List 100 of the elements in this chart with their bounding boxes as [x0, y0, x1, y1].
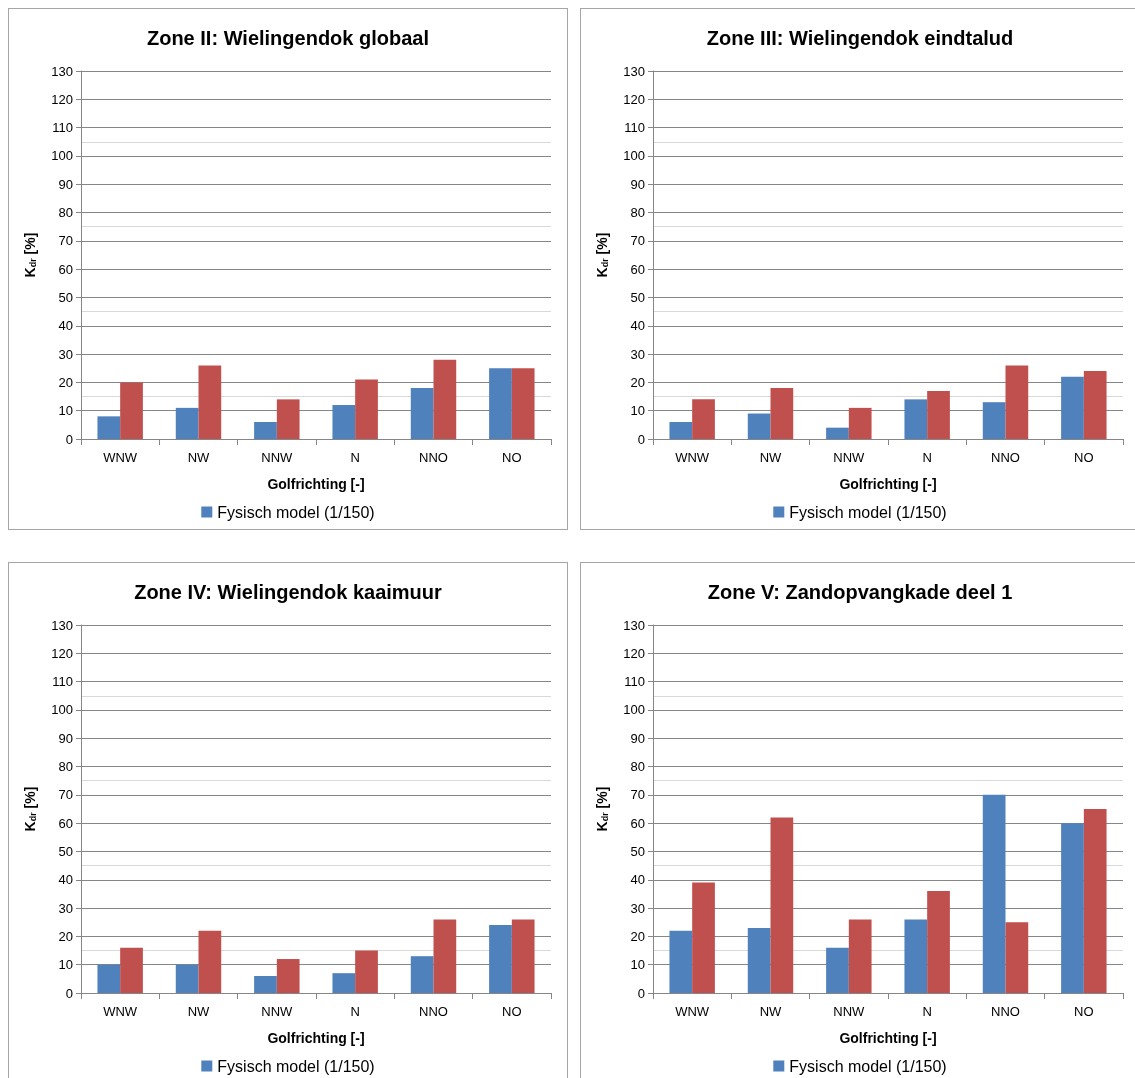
y-tick-label: 60 — [58, 815, 73, 831]
y-tick-label: 10 — [630, 957, 645, 973]
bar — [511, 919, 535, 993]
bar — [97, 964, 121, 993]
y-tick-label: 10 — [58, 403, 73, 419]
x-tick-label: NW — [187, 1004, 211, 1019]
bar — [848, 919, 872, 993]
y-tick-label: 30 — [630, 346, 645, 362]
bar — [355, 950, 378, 993]
x-tick-label: NNO — [991, 1004, 1020, 1019]
bar — [770, 388, 794, 439]
chart-title: Zone II: Wielingendok globaal — [146, 27, 430, 49]
bar — [276, 959, 300, 993]
y-tick-label: 90 — [58, 730, 73, 746]
y-tick-label: 110 — [52, 120, 73, 136]
y-tick-label: 60 — [630, 815, 645, 831]
y-tick-label: 90 — [58, 176, 73, 192]
x-axis-title: Golfrichting [-] — [839, 476, 937, 492]
y-tick-label: 120 — [623, 645, 645, 661]
bar — [332, 973, 356, 993]
bar — [826, 947, 849, 993]
y-tick-label: 110 — [624, 674, 645, 690]
y-tick-label: 50 — [630, 843, 645, 859]
bar — [433, 359, 457, 439]
bar — [669, 930, 693, 993]
bar — [747, 413, 771, 439]
chart-title: Zone IV: Wielingendok kaaimuur — [134, 581, 443, 603]
bar — [433, 919, 457, 993]
legend-label: Fysisch model (1/150) — [217, 503, 375, 521]
y-tick-label: 100 — [51, 148, 73, 164]
bar — [332, 405, 356, 439]
bar — [1083, 371, 1107, 439]
x-tick-label: NNW — [833, 450, 866, 465]
y-tick-label: 130 — [51, 617, 73, 633]
y-tick-label: 40 — [58, 318, 73, 334]
y-tick-label: 90 — [630, 730, 645, 746]
bar — [175, 964, 199, 993]
y-tick-label: 40 — [58, 872, 73, 888]
bar — [410, 956, 434, 993]
bar — [254, 976, 277, 993]
bar — [904, 399, 928, 439]
y-tick-label: 30 — [58, 900, 73, 916]
y-tick-label: 20 — [58, 374, 73, 390]
bar — [1005, 922, 1029, 993]
x-tick-label: NNO — [419, 1004, 448, 1019]
y-tick-label: 50 — [630, 289, 645, 305]
bar — [770, 817, 794, 993]
y-tick-label: 80 — [630, 205, 645, 221]
y-tick-label: 60 — [58, 261, 73, 277]
y-tick-label: 20 — [58, 928, 73, 944]
y-tick-label: 100 — [623, 702, 645, 718]
y-tick-label: 70 — [630, 787, 645, 803]
bar — [692, 882, 715, 993]
x-tick-label: NW — [187, 450, 211, 465]
y-tick-label: 60 — [630, 261, 645, 277]
y-tick-label: 100 — [623, 148, 645, 164]
y-tick-label: 90 — [630, 176, 645, 192]
y-tick-label: 110 — [624, 120, 645, 136]
y-tick-label: 30 — [58, 346, 73, 362]
bar — [489, 925, 512, 993]
x-tick-label: NNW — [261, 1004, 294, 1019]
bar — [1061, 823, 1084, 993]
x-tick-label: WNW — [103, 1004, 138, 1019]
bar — [489, 368, 512, 439]
y-tick-label: 120 — [51, 91, 73, 107]
x-tick-label: NW — [759, 1004, 783, 1019]
x-tick-label: NO — [1074, 450, 1094, 465]
legend-label: Fysisch model (1/150) — [789, 503, 947, 521]
y-tick-label: 100 — [51, 702, 73, 718]
bar — [927, 891, 950, 993]
bar — [254, 422, 277, 439]
y-tick-label: 20 — [630, 374, 645, 390]
x-tick-label: NNO — [991, 450, 1020, 465]
x-axis-title: Golfrichting [-] — [839, 1030, 937, 1046]
y-tick-label: 80 — [58, 205, 73, 221]
bar — [198, 365, 222, 439]
y-tick-label: 40 — [630, 318, 645, 334]
bar — [276, 399, 300, 439]
bar — [120, 382, 143, 439]
y-tick-label: 70 — [630, 233, 645, 249]
y-tick-label: 70 — [58, 787, 73, 803]
legend-label: Fysisch model (1/150) — [789, 1057, 947, 1075]
x-tick-label: WNW — [103, 450, 138, 465]
bar — [120, 947, 143, 993]
bar — [982, 402, 1006, 439]
x-tick-label: NNW — [261, 450, 294, 465]
y-tick-label: 70 — [58, 233, 73, 249]
bar — [198, 930, 222, 993]
bar — [1005, 365, 1029, 439]
x-tick-label: WNW — [675, 450, 710, 465]
bar — [1061, 376, 1084, 439]
bar — [904, 919, 928, 993]
x-tick-label: N — [350, 450, 360, 465]
x-tick-label: NO — [502, 450, 522, 465]
y-tick-label: 130 — [51, 63, 73, 79]
x-tick-label: NNW — [833, 1004, 866, 1019]
legend-label: Fysisch model (1/150) — [217, 1057, 375, 1075]
chart-title: Zone V: Zandopvangkade deel 1 — [707, 581, 1013, 603]
x-axis-title: Golfrichting [-] — [267, 1030, 365, 1046]
y-tick-label: 0 — [65, 431, 73, 447]
